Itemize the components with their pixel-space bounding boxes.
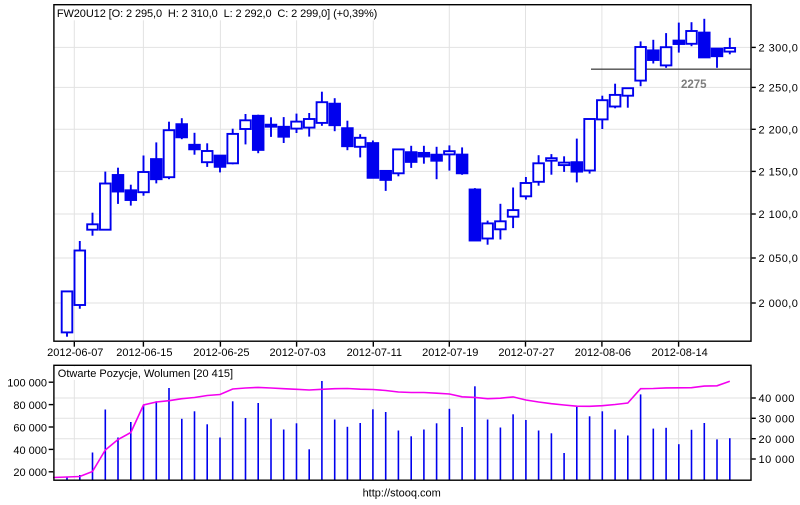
svg-text:2012-07-03: 2012-07-03 [269,347,325,359]
svg-text:2012-08-14: 2012-08-14 [651,347,707,359]
svg-text:30 000: 30 000 [759,414,795,426]
svg-text:2012-06-07: 2012-06-07 [47,347,103,359]
svg-text:2 100,0: 2 100,0 [759,209,799,221]
svg-text:2012-06-25: 2012-06-25 [193,347,249,359]
svg-text:100 000: 100 000 [7,378,47,390]
svg-text:http://stooq.com: http://stooq.com [363,487,441,499]
svg-text:Otwarte Pozycje, Wolumen [20 4: Otwarte Pozycje, Wolumen [20 415] [58,368,233,380]
svg-text:40 000: 40 000 [13,445,47,457]
svg-text:2 300,0: 2 300,0 [759,43,799,55]
svg-text:2012-08-06: 2012-08-06 [575,347,631,359]
svg-text:60 000: 60 000 [13,422,47,434]
svg-text:2 200,0: 2 200,0 [759,125,799,137]
svg-text:2 150,0: 2 150,0 [759,167,799,179]
svg-text:20 000: 20 000 [13,467,47,479]
svg-text:2012-07-11: 2012-07-11 [347,347,402,359]
svg-text:FW20U12 [O: 2 295,0 H: 2 310,: FW20U12 [O: 2 295,0 H: 2 310,0 L: 2 292,… [57,8,377,20]
svg-text:20 000: 20 000 [759,434,795,446]
svg-text:80 000: 80 000 [13,400,47,412]
svg-text:2012-06-15: 2012-06-15 [116,347,172,359]
svg-text:2012-07-19: 2012-07-19 [422,347,478,359]
svg-text:40 000: 40 000 [759,393,795,405]
svg-text:2 250,0: 2 250,0 [759,83,799,95]
svg-text:2 000,0: 2 000,0 [759,298,799,310]
svg-text:2275: 2275 [681,79,707,91]
svg-text:2012-07-27: 2012-07-27 [498,347,554,359]
svg-text:10 000: 10 000 [759,454,795,466]
svg-text:2 050,0: 2 050,0 [759,253,799,265]
